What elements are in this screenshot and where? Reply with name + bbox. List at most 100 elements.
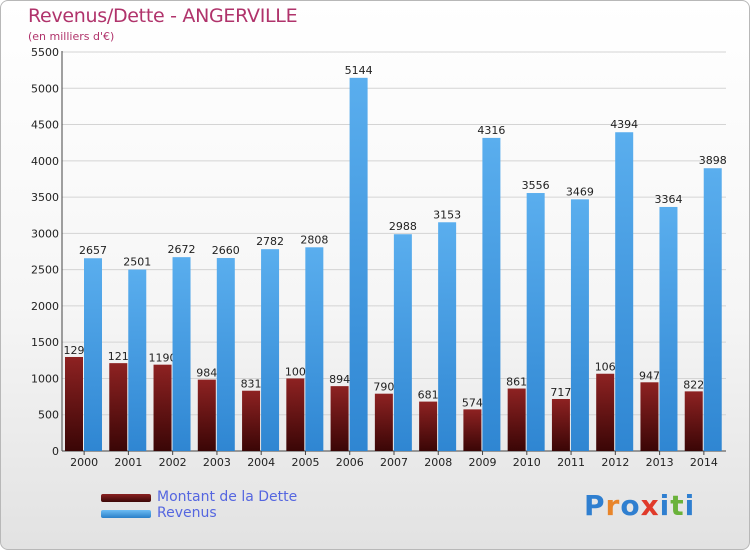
bar-revenue [526,193,545,451]
x-tick-label: 2013 [646,456,674,469]
legend-item-revenue: Revenus [101,505,217,522]
bar-revenue [84,258,102,451]
bar-revenue [261,249,280,451]
data-label-revenue: 3364 [654,193,682,206]
data-label-debt: 822 [683,378,704,391]
data-label-revenue: 2657 [79,244,107,257]
legend-swatch-revenue [101,510,151,518]
logo-letter: r [605,489,621,522]
legend-swatch-debt [101,494,151,502]
data-label-debt: 790 [373,381,394,394]
bar-revenue [659,206,678,451]
bar-debt [640,382,659,451]
x-tick-label: 2006 [336,456,364,469]
logo-letter: i [659,489,671,522]
data-label-debt: 574 [462,396,483,409]
bar-debt [109,363,128,451]
bar-revenue [482,137,501,452]
x-tick-label: 2010 [513,456,541,469]
bar-debt [419,401,438,451]
x-tick-label: 2004 [247,456,275,469]
data-label-debt: 861 [506,376,527,389]
x-tick-label: 2000 [70,456,98,469]
logo-letter: o [620,489,641,522]
proxiti-logo: Proxiti [584,489,695,522]
y-tick-label: 2500 [31,264,59,277]
bar-debt [65,356,83,451]
y-tick-label: 1000 [31,372,59,385]
bar-revenue [393,234,412,451]
bar-debt [684,391,703,451]
data-label-debt: 984 [196,367,217,380]
chart-title: Revenus/Dette - ANGERVILLE [28,5,298,27]
data-label-revenue: 4394 [610,118,638,131]
data-label-revenue: 2672 [168,243,196,256]
bar-revenue [438,222,457,451]
x-tick-label: 2002 [159,456,187,469]
x-tick-label: 2014 [690,456,718,469]
bar-debt [330,386,349,451]
bar-debt [197,379,216,451]
legend-label-debt: Montant de la Dette [157,489,298,505]
bar-revenue [216,258,235,451]
bar-debt [286,378,305,451]
data-label-revenue: 3469 [566,185,594,198]
y-tick-label: 3500 [31,191,59,204]
y-tick-label: 3000 [31,227,59,240]
y-tick-label: 1500 [31,336,59,349]
x-tick-label: 2005 [291,456,319,469]
data-label-revenue: 2782 [256,235,284,248]
logo-letter: P [584,489,606,522]
data-label-debt: 717 [550,386,571,399]
y-tick-label: 500 [38,409,59,422]
legend-label-revenue: Revenus [157,505,217,521]
legend-item-debt: Montant de la Dette [101,489,298,506]
y-tick-label: 5000 [31,82,59,95]
bar-debt [153,364,172,451]
y-tick-label: 5500 [31,46,59,59]
logo-letter: t [670,489,685,522]
bar-debt [551,398,570,451]
data-label-revenue: 4316 [477,124,505,137]
bar-debt [507,388,526,451]
data-label-revenue: 2660 [212,244,240,257]
y-tick-label: 0 [52,445,59,458]
data-label-debt: 121 [108,350,129,363]
data-label-revenue: 3898 [699,154,727,167]
data-label-debt: 106 [595,361,616,374]
data-label-revenue: 5144 [345,64,373,77]
bar-revenue [703,168,722,451]
bar-revenue [305,247,324,451]
data-label-revenue: 3556 [522,179,550,192]
data-label-debt: 894 [329,373,350,386]
bar-debt [463,409,482,451]
data-label-debt: 1190 [149,352,177,365]
x-tick-label: 2007 [380,456,408,469]
y-tick-label: 4500 [31,119,59,132]
data-label-revenue: 2501 [123,256,151,269]
bar-revenue [615,132,634,451]
x-tick-label: 2009 [469,456,497,469]
bar-revenue [570,199,589,451]
x-tick-label: 2011 [557,456,585,469]
logo-letter: i [684,489,696,522]
data-label-debt: 681 [418,389,439,402]
data-label-debt: 129 [64,344,85,357]
bar-debt [374,393,393,451]
x-tick-label: 2012 [601,456,629,469]
logo-letter: x [640,489,660,522]
y-tick-label: 2000 [31,300,59,313]
bar-revenue [349,77,368,452]
data-label-debt: 100 [285,365,306,378]
chart-subtitle: (en milliers d'€) [28,30,115,43]
x-tick-label: 2003 [203,456,231,469]
data-label-revenue: 3153 [433,208,461,221]
x-tick-label: 2008 [424,456,452,469]
bar-revenue [172,257,191,451]
data-label-debt: 831 [241,378,262,391]
x-tick-label: 2001 [114,456,142,469]
y-tick-label: 4000 [31,155,59,168]
data-label-revenue: 2988 [389,220,417,233]
